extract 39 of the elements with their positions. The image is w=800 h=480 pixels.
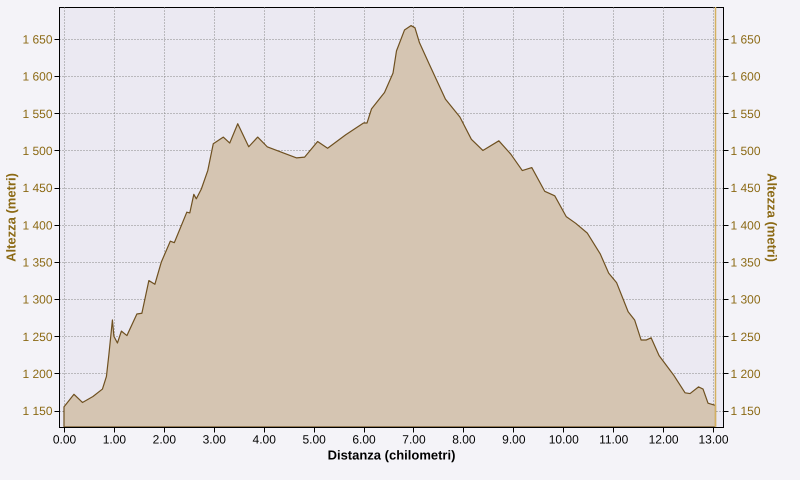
x-tick-label: 4.00 [252,432,276,446]
x-tick-label: 12.00 [648,432,679,446]
y-tick-label: 1 450 [22,181,53,196]
y-tick-label: 1 300 [22,292,53,307]
x-tick-label: 0.00 [52,432,76,446]
y-tick-label: 1 250 [22,330,53,344]
x-tick-label: 6.00 [352,432,376,446]
x-tick-label: 10.00 [548,432,580,446]
x-tick-label: 2.00 [152,432,176,446]
y-tick-label: 1 550 [22,106,53,121]
x-tick-label: 13.00 [698,432,729,446]
x-tick-label: 1.00 [102,432,126,446]
y2-tick-label: 1 600 [730,70,761,84]
x-axis-title: Distanza (chilometri) [328,448,456,462]
x-tick-label: 9.00 [502,432,526,446]
y2-tick-label: 1 500 [730,144,761,158]
y2-axis-title: Altezza (metri) [764,173,780,262]
y-tick-label: 1 150 [22,404,53,418]
x-tick-label: 3.00 [202,432,226,446]
y2-tick-label: 1 200 [730,366,761,381]
y2-tick-label: 1 250 [730,330,761,344]
y-tick-label: 1 600 [22,70,53,84]
y-tick-label: 1 350 [22,255,53,270]
y2-tick-label: 1 550 [730,106,761,121]
y-tick-label: 1 500 [22,144,53,158]
x-tick-label: 7.00 [402,432,426,446]
y2-tick-label: 1 150 [730,404,761,418]
y2-tick-label: 1 650 [730,32,761,46]
x-tick-label: 5.00 [302,432,326,446]
y-tick-label: 1 200 [22,366,53,381]
y2-tick-label: 1 400 [730,218,761,232]
y-axis-title: Altezza (metri) [3,173,18,262]
y2-tick-label: 1 300 [730,292,761,307]
y-tick-label: 1 400 [22,218,53,232]
x-tick-label: 8.00 [452,432,476,446]
y-tick-label: 1 650 [22,32,53,46]
y2-tick-label: 1 350 [730,255,761,270]
x-tick-label: 11.00 [599,432,629,446]
y2-tick-label: 1 450 [730,181,761,196]
